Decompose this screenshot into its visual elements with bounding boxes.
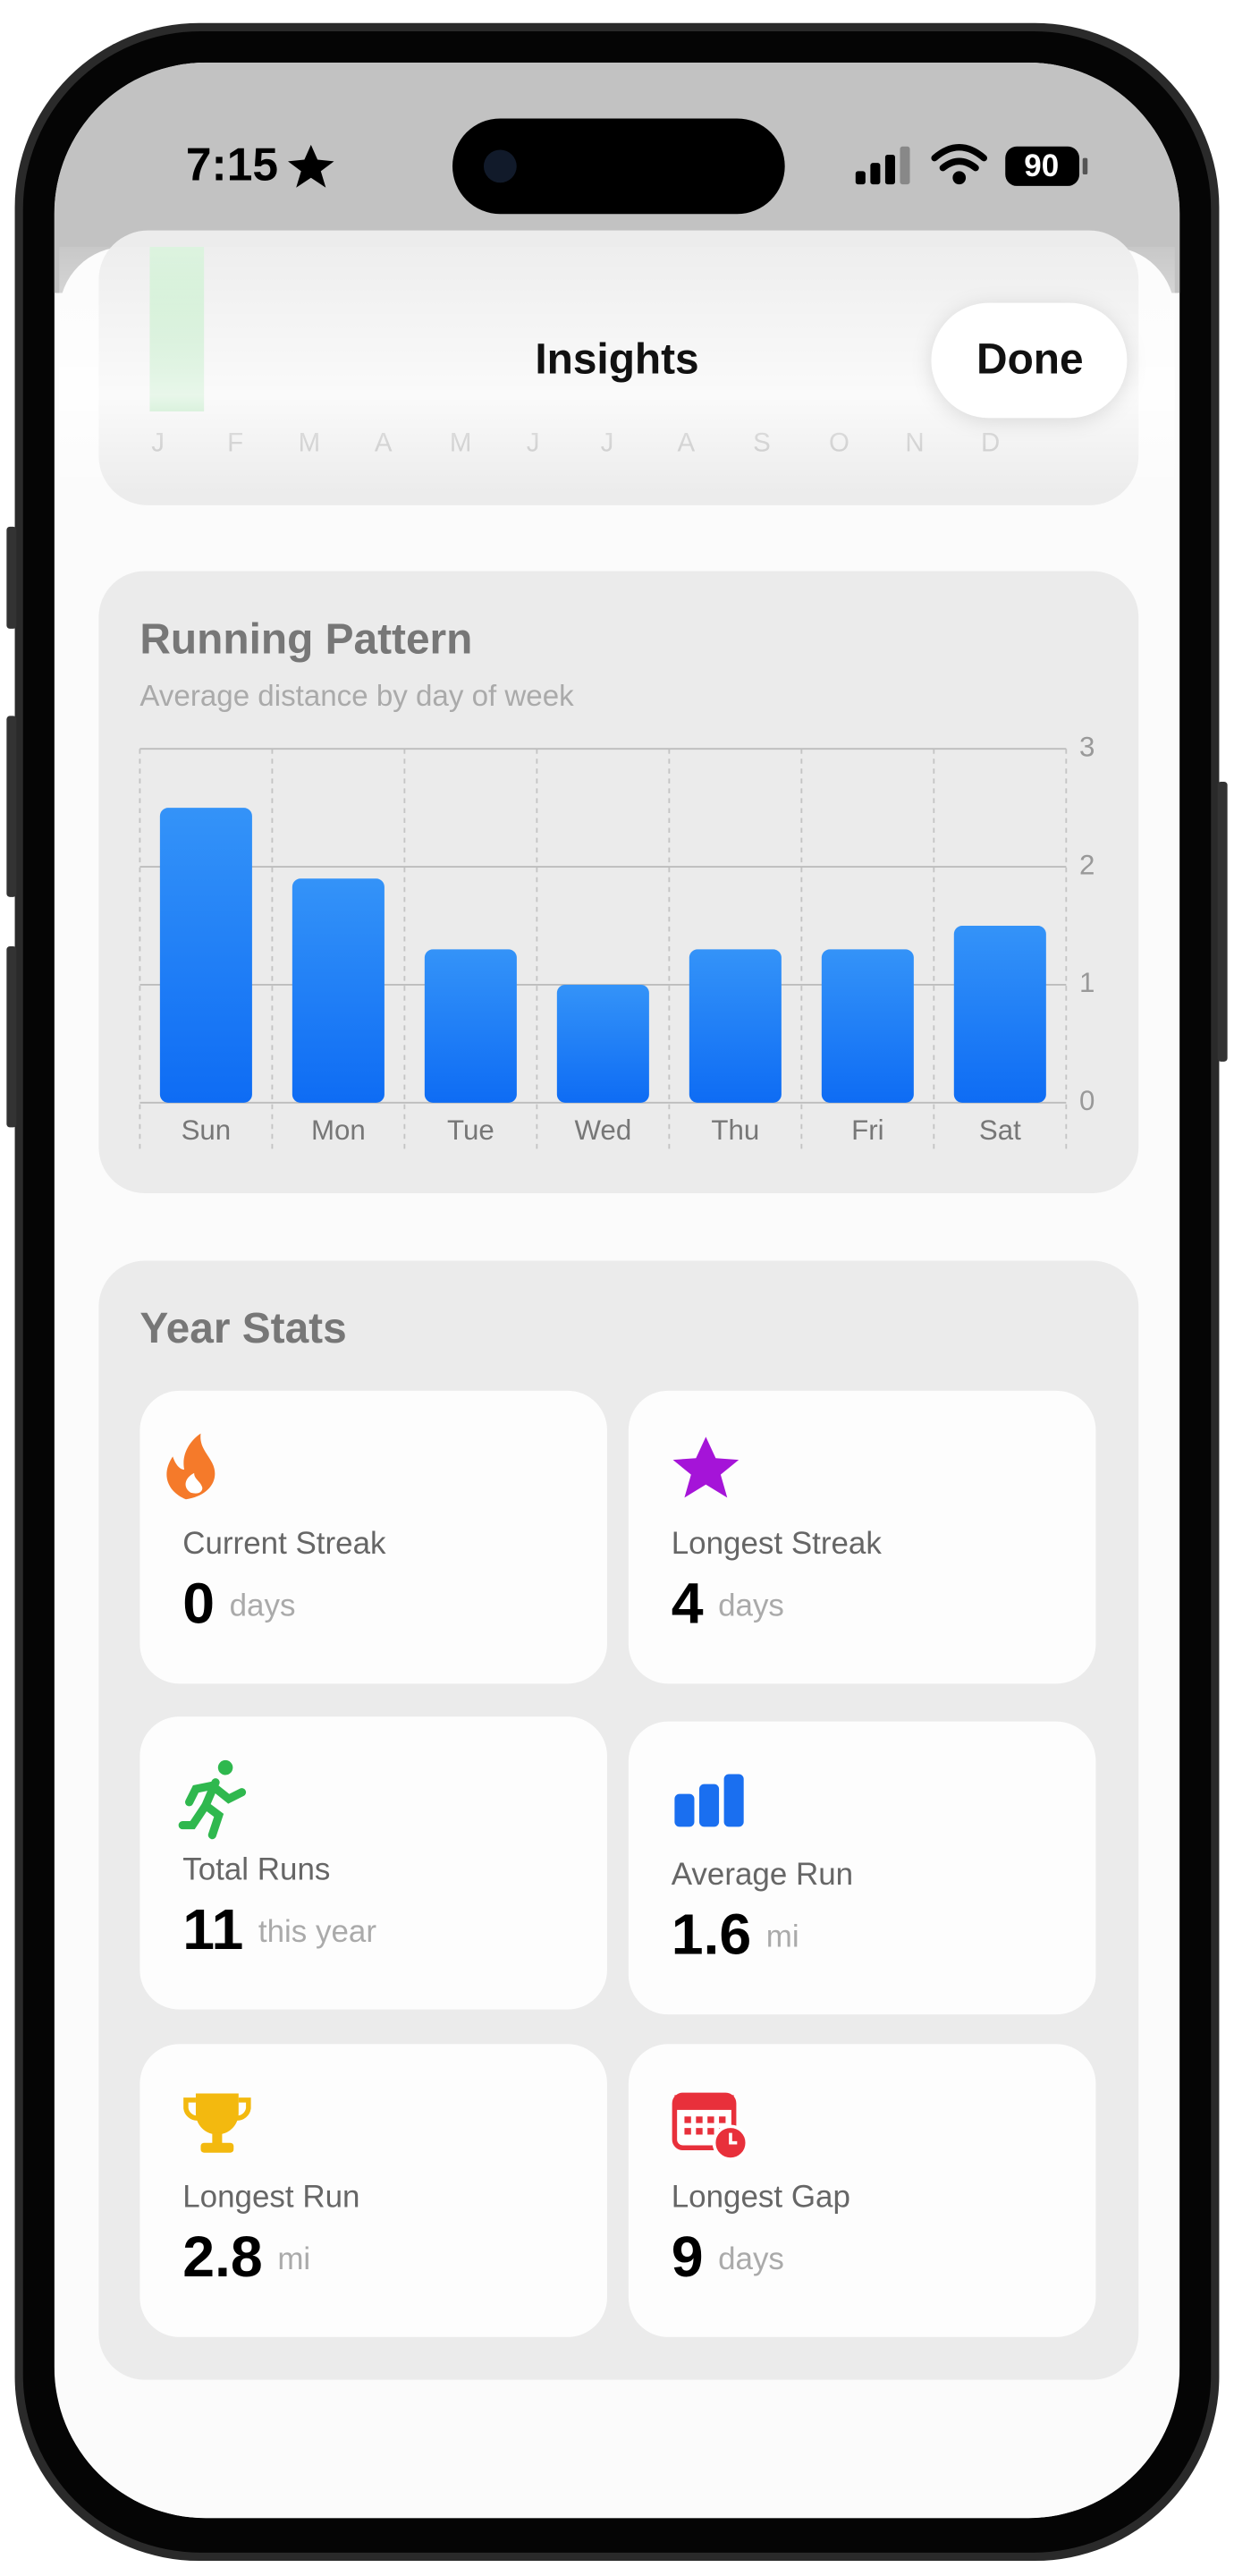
stat-card (628, 1390, 1096, 1684)
stat-label: Average Run (672, 1857, 853, 1892)
stat-value: 11 (182, 1897, 243, 1962)
side-button (6, 526, 17, 629)
battery-cap (1082, 157, 1088, 175)
status-time: 7:15 (186, 138, 278, 190)
stat-value: 4 (672, 1572, 704, 1636)
stat-label: Total Runs (182, 1852, 330, 1886)
stat-unit: mi (766, 1919, 799, 1954)
wifi-icon (931, 144, 987, 185)
stat-value-line: 2.8 mi (182, 2224, 310, 2289)
card-title: Year Stats (139, 1305, 346, 1352)
stat-unit: this year (258, 1914, 376, 1949)
bar (556, 984, 649, 1103)
stat-icon (672, 2092, 749, 2161)
header-title: Insights (535, 335, 698, 383)
stat-label: Longest Run (182, 2179, 359, 2214)
bar (689, 949, 782, 1103)
stat-card (139, 1390, 607, 1684)
stat-unit: mi (277, 2241, 310, 2276)
bar (953, 926, 1046, 1103)
stat-value: 0 (182, 1572, 215, 1636)
stat-icon (166, 1433, 216, 1500)
battery-level: 90 (1024, 148, 1059, 183)
stat-card (628, 2044, 1096, 2337)
dynamic-island (452, 118, 785, 215)
y-tick-label: 2 (1079, 849, 1095, 880)
stat-value-line: 9 days (672, 2224, 784, 2289)
bar (424, 949, 517, 1103)
bar-chart: 0 1 2 3 Sun Mon Tue Wed Thu Fri Sat (139, 731, 1095, 1149)
done-label[interactable]: Done (976, 335, 1084, 383)
signal-icon (855, 146, 910, 185)
x-tick-label: Wed (574, 1114, 631, 1146)
stat-value-line: 0 days (182, 1572, 295, 1636)
x-tick-label: Sun (182, 1114, 232, 1146)
stat-value-line: 4 days (672, 1572, 784, 1636)
bar (292, 878, 385, 1103)
bar (159, 808, 252, 1103)
stat-cards: Current Streak 0 days Longest Streak 4 days To… (139, 1390, 1096, 2337)
bar (821, 949, 914, 1103)
side-button (6, 946, 17, 1128)
location-icon (288, 144, 334, 188)
stat-card (139, 2044, 607, 2337)
y-tick-label: 0 (1079, 1085, 1095, 1116)
card-subtitle: Average distance by day of week (139, 680, 574, 713)
x-tick-label: Sat (979, 1114, 1021, 1146)
stat-card (139, 1716, 607, 2010)
side-button (6, 716, 17, 897)
stat-label: Longest Gap (672, 2179, 850, 2214)
stat-unit: days (230, 1589, 296, 1623)
stat-value-line: 11 this year (182, 1897, 376, 1962)
stat-icon (672, 1436, 740, 1498)
screen: JFMAMJJASOND Insights Done Running Patte… (54, 62, 1180, 2519)
x-tick-label: Mon (311, 1114, 366, 1146)
y-tick-label: 1 (1079, 967, 1095, 998)
stat-label: Current Streak (182, 1526, 386, 1561)
side-button (1217, 782, 1228, 1062)
stat-unit: days (718, 1589, 784, 1623)
stat-value: 1.6 (672, 1902, 752, 1967)
stat-value: 2.8 (182, 2224, 263, 2289)
x-tick-label: Thu (711, 1114, 759, 1146)
stat-value: 9 (672, 2224, 704, 2289)
stat-label: Longest Streak (672, 1526, 883, 1561)
camera (483, 149, 517, 183)
stat-value-line: 1.6 mi (672, 1902, 799, 1967)
x-tick-label: Fri (851, 1114, 883, 1146)
stat-icon (183, 2093, 251, 2153)
stat-icon (674, 1774, 744, 1827)
done-button[interactable] (931, 302, 1128, 419)
y-tick-label: 3 (1079, 731, 1095, 762)
card-title: Running Pattern (139, 615, 472, 663)
stat-card (628, 1721, 1096, 2015)
stat-icon (178, 1759, 247, 1840)
stat-unit: days (718, 2241, 784, 2276)
battery-icon (1005, 146, 1080, 186)
x-tick-label: Tue (447, 1114, 494, 1146)
